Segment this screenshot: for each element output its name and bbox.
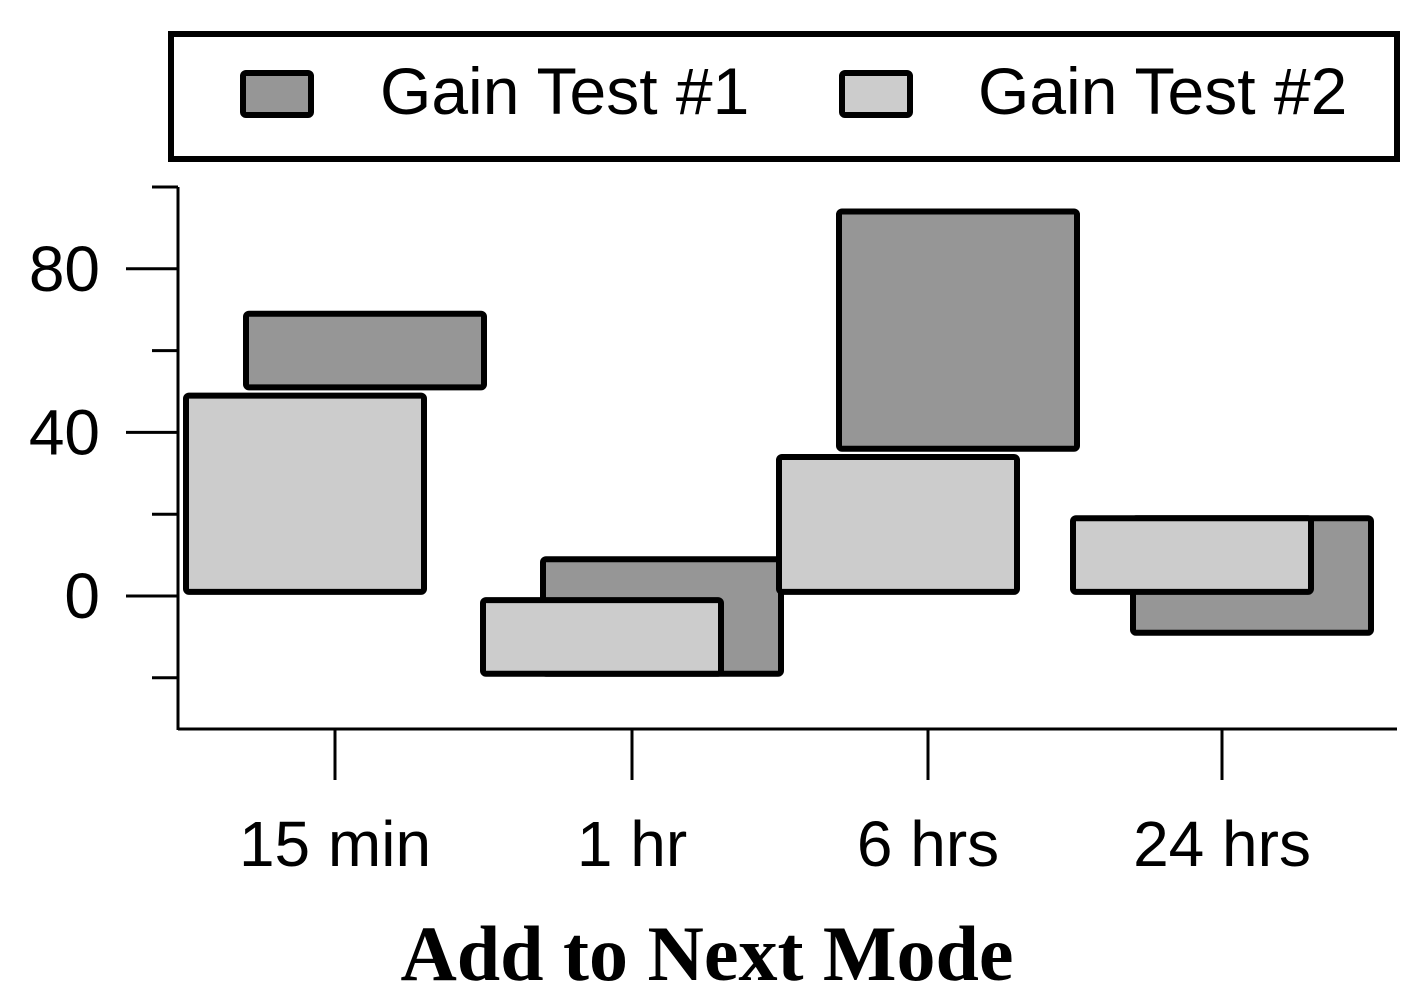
y-tick-label: 80 [29,233,100,305]
y-tick-label: 40 [29,396,100,468]
x-ticks: 15 min 1 hr 6 hrs 24 hrs [239,730,1311,880]
bar-series-1-15-min [243,310,487,391]
x-tick-label: 6 hrs [857,808,999,880]
bars [183,208,1374,677]
legend-swatch-series-2 [839,70,913,118]
bar-series-2-24-hrs [1070,515,1314,595]
legend-label-series-2: Gain Test #2 [978,54,1347,128]
x-tick-label: 24 hrs [1133,808,1311,880]
x-tick-label: 1 hr [577,808,687,880]
legend-label-series-1: Gain Test #1 [380,54,749,128]
bar-series-1-6-hrs [836,208,1080,452]
bar-series-2-6-hrs [776,453,1020,595]
legend-frame [168,31,1400,162]
axes [176,187,1397,731]
x-axis-label: Add to Next Mode [400,910,1013,997]
y-ticks: 80 40 0 [29,185,178,680]
y-tick-label: 0 [64,560,100,632]
legend-swatch-series-1 [240,70,314,118]
x-tick-label: 15 min [239,808,431,880]
bar-series-2-15-min [183,392,427,595]
bar-series-2-1-hr [480,597,724,677]
legend: Gain Test #1 Gain Test #2 [168,31,1400,162]
